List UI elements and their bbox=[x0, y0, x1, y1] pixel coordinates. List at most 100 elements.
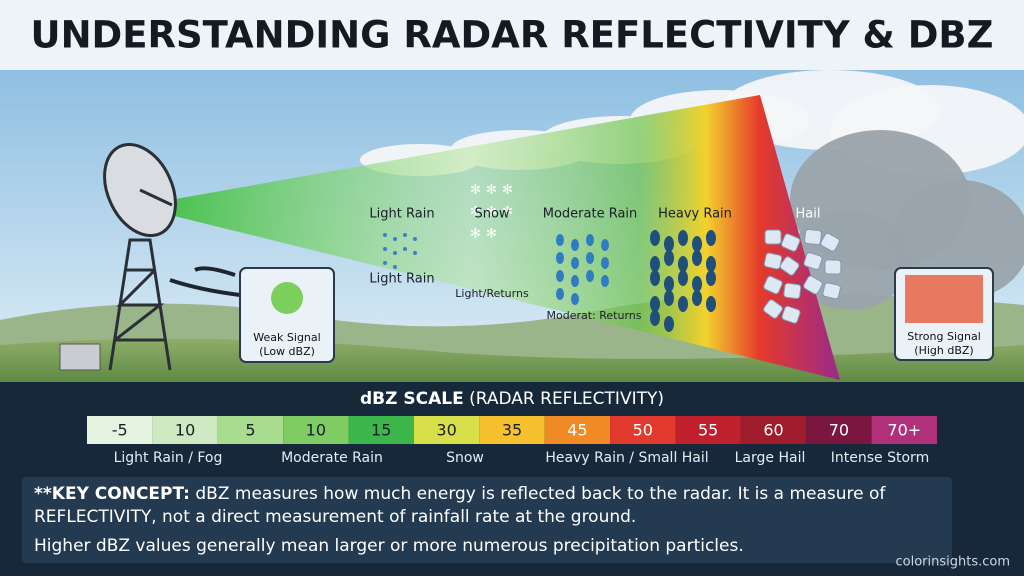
drop bbox=[601, 275, 609, 287]
snowflake: ✻ bbox=[470, 227, 481, 242]
drop bbox=[383, 247, 387, 251]
scale-category: Light Rain / Fog bbox=[114, 450, 223, 466]
drop bbox=[706, 296, 716, 312]
snowflake: ✻ bbox=[470, 183, 481, 198]
scale-bar: -5 10 5 10 15 30 35 45 50 55 60 70 70+ bbox=[87, 416, 937, 444]
weak-signal-box bbox=[239, 267, 335, 363]
credit: colorinsights.com bbox=[895, 555, 1010, 570]
hailstone bbox=[780, 233, 801, 252]
drop bbox=[556, 270, 564, 282]
scale-category: Large Hail bbox=[735, 450, 806, 466]
scale-category: Heavy Rain / Small Hail bbox=[545, 450, 708, 466]
drop bbox=[650, 230, 660, 246]
drop bbox=[556, 288, 564, 300]
scale-cell bbox=[740, 416, 807, 444]
drop bbox=[556, 252, 564, 264]
drop bbox=[706, 270, 716, 286]
drop bbox=[664, 236, 674, 252]
radar-beam bbox=[170, 95, 840, 380]
strong-signal-label: Strong Signal bbox=[907, 330, 981, 343]
drop bbox=[650, 296, 660, 312]
scale-category: Intense Storm bbox=[831, 450, 929, 466]
weak-signal-icon bbox=[271, 282, 303, 314]
scale-cell bbox=[283, 416, 349, 444]
drop bbox=[393, 251, 397, 255]
drop bbox=[664, 276, 674, 292]
scale-cell-label: 45 bbox=[567, 421, 587, 440]
hailstone bbox=[783, 282, 802, 300]
drop bbox=[413, 237, 417, 241]
hailstone bbox=[824, 259, 842, 275]
hailstone bbox=[803, 252, 823, 270]
key-concept-text: **KEY CONCEPT: dBZ measures how much ene… bbox=[34, 484, 886, 504]
beam-label: Light Rain bbox=[369, 272, 434, 287]
scale-cell bbox=[348, 416, 414, 444]
drop bbox=[586, 270, 594, 282]
drop bbox=[664, 316, 674, 332]
drop bbox=[692, 276, 702, 292]
drop bbox=[403, 247, 407, 251]
scale-cell bbox=[610, 416, 676, 444]
drop bbox=[393, 265, 397, 269]
drop bbox=[692, 290, 702, 306]
strong-signal-label: (High dBZ) bbox=[914, 344, 973, 357]
scale-cell-label: -5 bbox=[112, 421, 128, 440]
scale-cell-label: 5 bbox=[245, 421, 255, 440]
drop bbox=[650, 310, 660, 326]
hailstone bbox=[822, 282, 841, 300]
title-band bbox=[0, 0, 1024, 70]
drop bbox=[393, 237, 397, 241]
hailstone bbox=[803, 275, 823, 295]
weak-signal-label: (Low dBZ) bbox=[259, 345, 315, 358]
drop bbox=[556, 234, 564, 246]
key-concept-box bbox=[22, 477, 952, 563]
drop bbox=[601, 239, 609, 251]
scale-cell bbox=[544, 416, 611, 444]
scale-title-bold: dBZ SCALE bbox=[360, 389, 464, 409]
drop bbox=[383, 233, 387, 237]
key-concept-line: REFLECTIVITY, not a direct measurement o… bbox=[34, 507, 636, 527]
hailstone bbox=[781, 305, 801, 324]
drop bbox=[692, 250, 702, 266]
scale-cell-label: 70+ bbox=[887, 421, 921, 440]
drop bbox=[586, 252, 594, 264]
scale-cell bbox=[217, 416, 284, 444]
scale-cell bbox=[479, 416, 545, 444]
scale-title-rest: (RADAR REFLECTIVITY) bbox=[469, 389, 664, 409]
snowflake: ✻ bbox=[502, 183, 513, 198]
drop bbox=[664, 290, 674, 306]
scale-cell-label: 10 bbox=[306, 421, 326, 440]
snowflake: ✻ bbox=[470, 205, 481, 220]
title: UNDERSTANDING RADAR REFLECTIVITY & DBZ bbox=[31, 14, 994, 57]
drop bbox=[383, 261, 387, 265]
scale-cell-label: 35 bbox=[502, 421, 522, 440]
shed bbox=[59, 343, 101, 371]
snowflake: ✻ bbox=[502, 205, 513, 220]
drop bbox=[571, 257, 579, 269]
hailstone bbox=[763, 252, 783, 270]
drop bbox=[706, 230, 716, 246]
scale-cell-label: 10 bbox=[175, 421, 195, 440]
radar-tower bbox=[103, 142, 177, 371]
scale-cell-label: 50 bbox=[633, 421, 653, 440]
hailstone bbox=[763, 299, 783, 319]
scale-cell bbox=[87, 416, 153, 444]
scale-cell bbox=[152, 416, 218, 444]
scale-cell bbox=[675, 416, 741, 444]
drop bbox=[664, 250, 674, 266]
key-concept-label: **KEY CONCEPT: bbox=[34, 484, 190, 504]
key-concept-line: Higher dBZ values generally mean larger … bbox=[34, 536, 744, 556]
drop bbox=[678, 256, 688, 272]
scale-cell-label: 15 bbox=[371, 421, 391, 440]
drop bbox=[586, 234, 594, 246]
drop bbox=[706, 256, 716, 272]
scale-cell bbox=[871, 416, 937, 444]
snowflake: ✻ bbox=[486, 227, 497, 242]
scale-cell-label: 55 bbox=[698, 421, 718, 440]
precipitation: ✻ ✻ ✻ ✻ ✻ ✻ ✻ ✻ bbox=[383, 183, 842, 332]
beam-label: Moderat: Returns bbox=[547, 309, 642, 322]
beam-label: Light/Returns bbox=[455, 287, 529, 300]
strong-signal-icon bbox=[905, 275, 983, 323]
beam-label: Light Rain bbox=[369, 207, 434, 222]
